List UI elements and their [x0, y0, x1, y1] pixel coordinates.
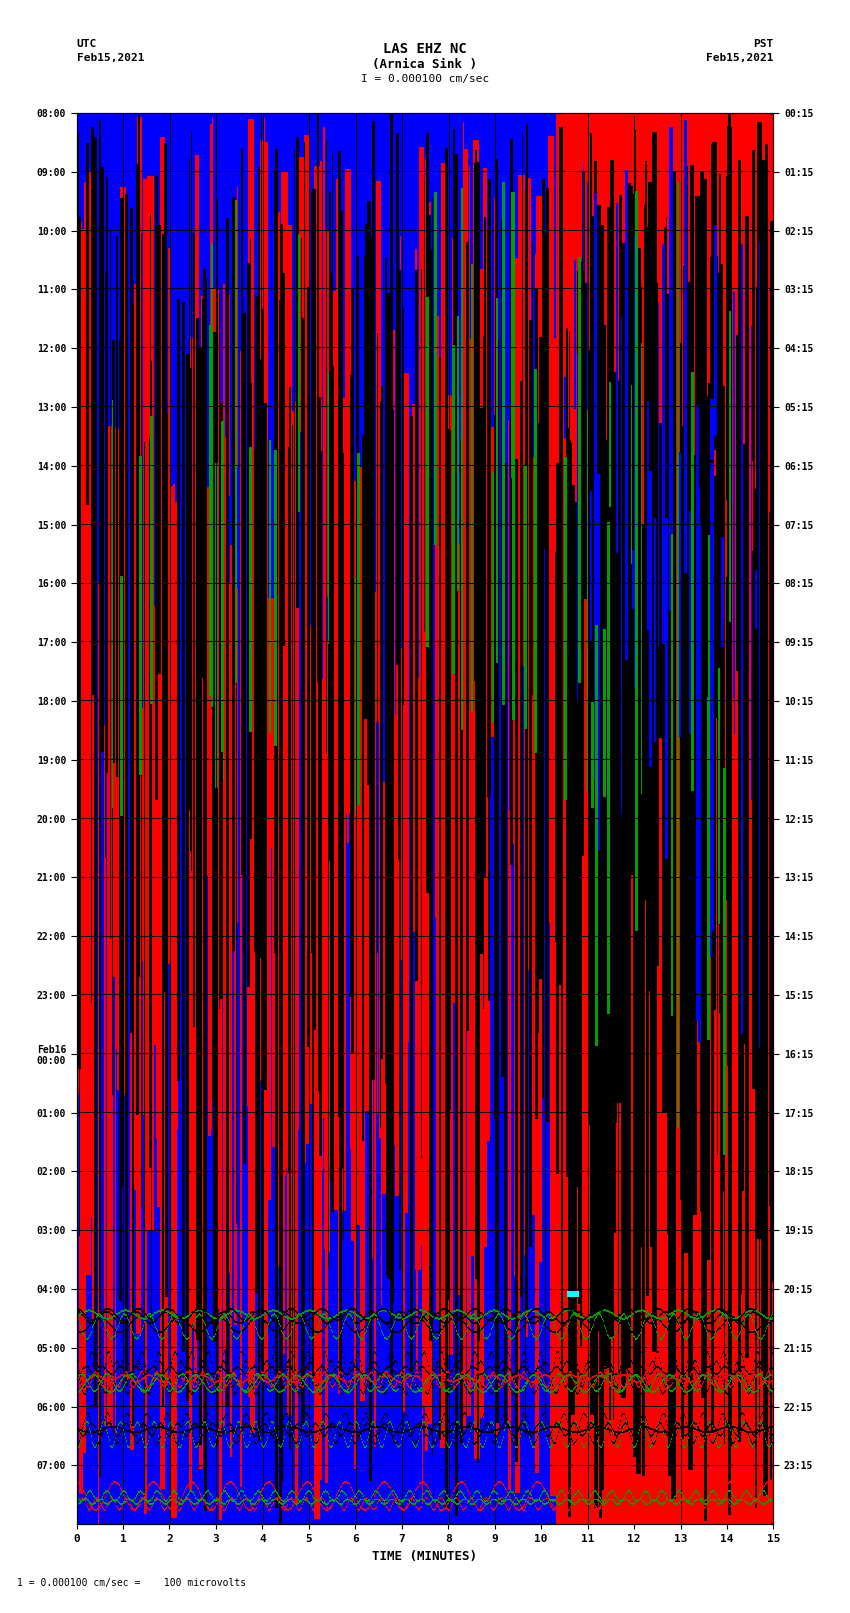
Text: LAS EHZ NC: LAS EHZ NC — [383, 42, 467, 56]
Text: UTC: UTC — [76, 39, 97, 48]
Text: (Arnica Sink ): (Arnica Sink ) — [372, 58, 478, 71]
Text: Feb15,2021: Feb15,2021 — [706, 53, 774, 63]
Text: PST: PST — [753, 39, 774, 48]
Text: Feb15,2021: Feb15,2021 — [76, 53, 144, 63]
X-axis label: TIME (MINUTES): TIME (MINUTES) — [372, 1550, 478, 1563]
Text: 1 = 0.000100 cm/sec =    100 microvolts: 1 = 0.000100 cm/sec = 100 microvolts — [17, 1578, 246, 1587]
Text: I = 0.000100 cm/sec: I = 0.000100 cm/sec — [361, 74, 489, 84]
